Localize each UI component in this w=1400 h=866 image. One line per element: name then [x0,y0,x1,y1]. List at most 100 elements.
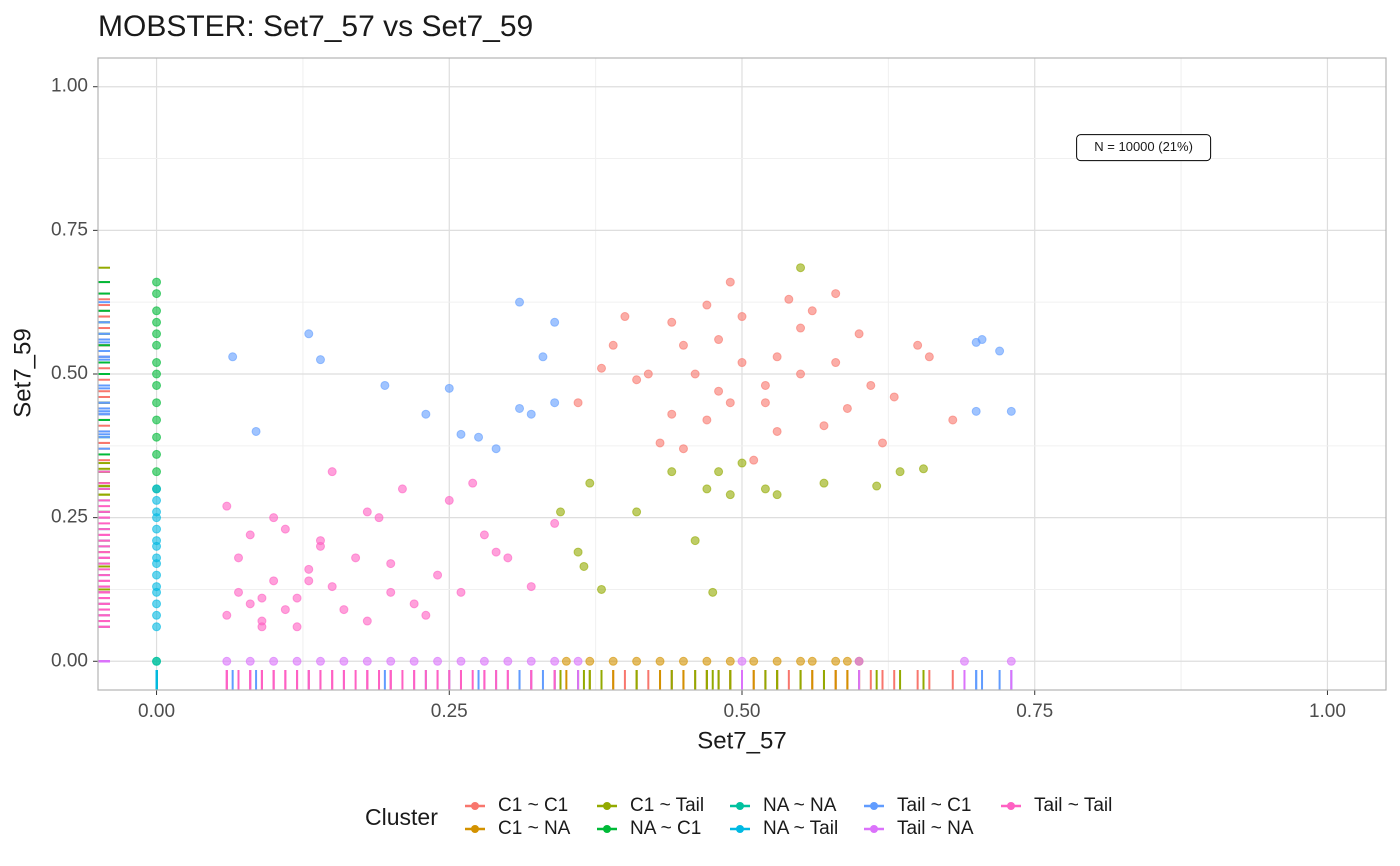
point [608,340,618,350]
y-axis-label: Set7_59 [9,328,36,417]
point [152,553,162,563]
point [772,490,782,500]
point [503,656,513,666]
point [632,656,642,666]
point [842,656,852,666]
point [573,656,583,666]
point [257,593,267,603]
point [433,656,443,666]
point [643,369,653,379]
point [1006,656,1016,666]
point [573,547,583,557]
point [292,656,302,666]
point [807,656,817,666]
point [152,289,162,299]
point [807,306,817,316]
point [292,593,302,603]
point [152,484,162,494]
point [315,355,325,365]
x-tick-label: 1.00 [1309,701,1346,722]
point [351,553,361,563]
point [152,582,162,592]
point [222,501,232,511]
point [620,312,630,322]
point [760,380,770,390]
point [152,599,162,609]
legend-label: C1 ~ NA [498,818,571,839]
point [573,398,583,408]
point [760,398,770,408]
point [444,495,454,505]
point [152,524,162,534]
point [995,346,1005,356]
point [655,656,665,666]
point [725,490,735,500]
x-tick-label: 0.25 [431,701,468,722]
annotation: N = 10000 (21%) [1094,139,1193,154]
legend-label: Tail ~ Tail [1034,795,1112,816]
point [831,289,841,299]
legend-key-dot [1007,802,1015,810]
legend-key-dot [870,802,878,810]
point [831,656,841,666]
point [152,369,162,379]
point [251,426,261,436]
legend-key-dot [870,825,878,833]
point [632,375,642,385]
chart-title: MOBSTER: Set7_57 vs Set7_59 [98,10,533,43]
point [737,656,747,666]
point [784,294,794,304]
point [409,599,419,609]
point [725,277,735,287]
point [327,467,337,477]
point [714,335,724,345]
point [397,484,407,494]
point [269,513,279,523]
point [280,605,290,615]
point [702,300,712,310]
annotation-box [1076,134,1212,162]
point [362,616,372,626]
point [152,536,162,546]
legend-key-dot [736,825,744,833]
point [678,656,688,666]
point [526,409,536,419]
point [152,432,162,442]
legend-key-dot [736,802,744,810]
point [550,317,560,327]
point [678,340,688,350]
point [152,306,162,316]
point [374,513,384,523]
point [421,409,431,419]
point [456,656,466,666]
point [772,656,782,666]
point [386,587,396,597]
point [327,582,337,592]
point [362,507,372,517]
point [819,478,829,488]
point [924,352,934,362]
y-tick-label: 0.75 [51,219,88,240]
point [948,415,958,425]
point [152,495,162,505]
point [152,358,162,368]
x-tick-label: 0.50 [724,701,761,722]
point [872,481,882,491]
point [702,484,712,494]
point [854,329,864,339]
point [772,426,782,436]
point [152,449,162,459]
point [380,380,390,390]
point [362,656,372,666]
point [913,340,923,350]
point [796,369,806,379]
point [269,656,279,666]
point [222,610,232,620]
point [304,564,314,574]
point [608,656,618,666]
point [315,536,325,546]
point [339,605,349,615]
point [772,352,782,362]
point [585,656,595,666]
